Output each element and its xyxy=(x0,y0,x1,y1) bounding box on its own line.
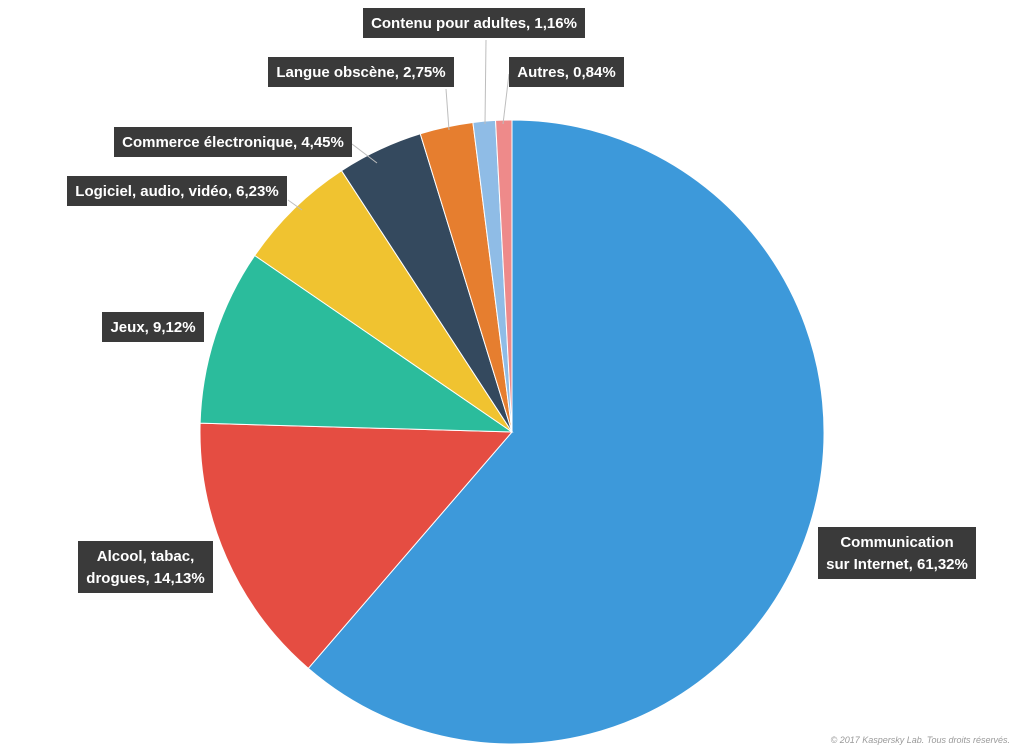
slice-label-6: Langue obscène, 2,75% xyxy=(268,57,454,87)
slice-label-box-5 xyxy=(114,127,352,157)
leader-line-8 xyxy=(502,73,510,125)
slice-label-2: Alcool, tabac, drogues, 14,13% xyxy=(78,541,213,593)
slice-label-1: Communication sur Internet, 61,32% xyxy=(818,527,976,579)
slice-label-text-6-1: Langue obscène, 2,75% xyxy=(276,64,445,81)
pie-slice-3 xyxy=(199,254,514,433)
slice-label-box-7 xyxy=(363,8,585,38)
pie-slice-2 xyxy=(199,422,514,670)
slice-labels: Communication sur Internet, 61,32% Alcool,… xyxy=(67,8,976,593)
slice-label-5: Commerce électronique, 4,45% xyxy=(114,127,352,157)
slice-label-text-5-1: Commerce électronique, 4,45% xyxy=(122,134,344,151)
leader-line-7 xyxy=(484,39,487,125)
slice-label-box-2 xyxy=(78,541,213,593)
slice-label-text-3-1: Jeux, 9,12% xyxy=(110,319,195,336)
slice-label-box-8 xyxy=(509,57,624,87)
copyright-notice: © 2017 Kaspersky Lab. Tous droits réserv… xyxy=(830,735,1010,745)
slice-label-text-8-1: Autres, 0,84% xyxy=(517,64,615,81)
slice-label-box-1 xyxy=(818,527,976,579)
slice-label-text-4-1: Logiciel, audio, vidéo, 6,23% xyxy=(75,183,278,200)
slice-label-3: Jeux, 9,12% xyxy=(102,312,204,342)
slice-label-8: Autres, 0,84% xyxy=(509,57,624,87)
slice-label-box-6 xyxy=(268,57,454,87)
slice-label-text-1-2: sur Internet, 61,32% xyxy=(826,556,968,573)
slice-label-text-2-2: drogues, 14,13% xyxy=(86,570,204,587)
pie-slice-4 xyxy=(254,169,513,433)
slice-label-box-4 xyxy=(67,176,287,206)
slice-label-text-7-1: Contenu pour adultes, 1,16% xyxy=(371,15,577,32)
pie-slices xyxy=(199,119,825,745)
leader-line-5 xyxy=(351,143,378,164)
slice-label-text-1-1: Communication xyxy=(840,534,953,551)
slice-label-7: Contenu pour adultes, 1,16% xyxy=(363,8,585,38)
leader-lines xyxy=(287,39,510,211)
slice-label-4: Logiciel, audio, vidéo, 6,23% xyxy=(67,176,287,206)
slice-label-box-3 xyxy=(102,312,204,342)
slice-label-text-2-1: Alcool, tabac, xyxy=(97,548,195,565)
leader-line-6 xyxy=(445,88,450,131)
leader-line-4 xyxy=(287,199,303,211)
pie-slice-1 xyxy=(307,119,825,745)
